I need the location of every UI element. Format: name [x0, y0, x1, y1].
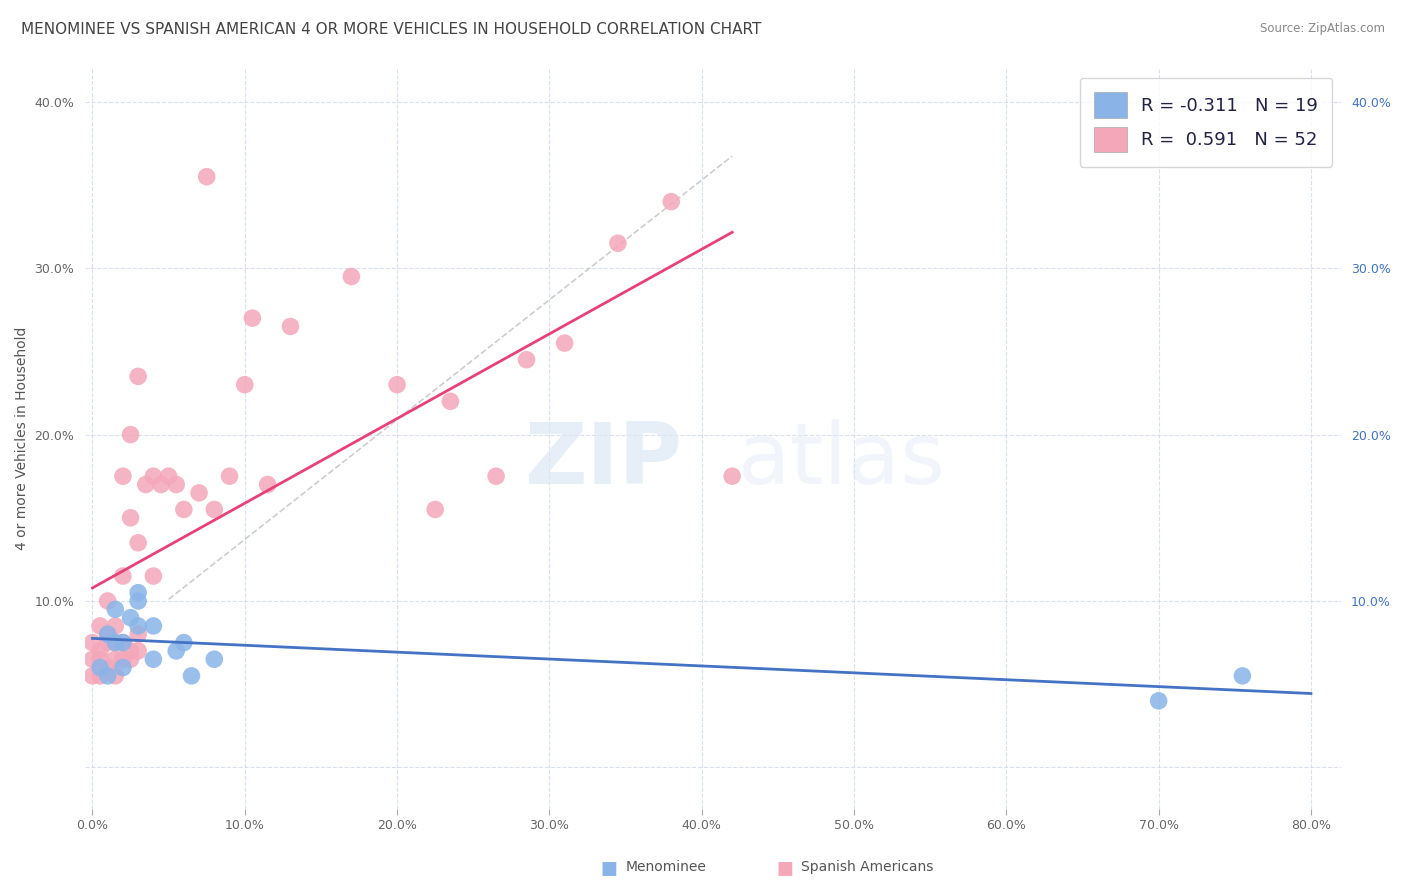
Point — [97, 669, 120, 683]
Y-axis label: 4 or more Vehicles in Household: 4 or more Vehicles in Household — [15, 327, 30, 550]
Text: ▪: ▪ — [600, 853, 619, 881]
Point — [127, 369, 149, 384]
Point — [721, 469, 744, 483]
Text: Spanish Americans: Spanish Americans — [801, 860, 934, 874]
Point — [554, 336, 576, 351]
Text: Source: ZipAtlas.com: Source: ZipAtlas.com — [1260, 22, 1385, 36]
Text: MENOMINEE VS SPANISH AMERICAN 4 OR MORE VEHICLES IN HOUSEHOLD CORRELATION CHART: MENOMINEE VS SPANISH AMERICAN 4 OR MORE … — [21, 22, 762, 37]
Point — [142, 619, 165, 633]
Point — [202, 502, 225, 516]
Point — [180, 669, 202, 683]
Point — [173, 635, 195, 649]
Point — [515, 352, 537, 367]
Point — [111, 635, 134, 649]
Point — [157, 469, 180, 483]
Point — [173, 502, 195, 516]
Point — [127, 585, 149, 599]
Text: ZIP: ZIP — [524, 419, 682, 502]
Point — [127, 644, 149, 658]
Point — [97, 627, 120, 641]
Point — [104, 652, 127, 666]
Legend: R = -0.311   N = 19, R =  0.591   N = 52: R = -0.311 N = 19, R = 0.591 N = 52 — [1080, 78, 1333, 167]
Point — [127, 627, 149, 641]
Point — [89, 669, 111, 683]
Point — [127, 594, 149, 608]
Point — [120, 510, 142, 524]
Point — [142, 569, 165, 583]
Point — [385, 377, 408, 392]
Point — [97, 594, 120, 608]
Point — [425, 502, 447, 516]
Point — [188, 486, 211, 500]
Point — [127, 619, 149, 633]
Point — [89, 652, 111, 666]
Point — [120, 652, 142, 666]
Point — [1232, 669, 1254, 683]
Point — [89, 619, 111, 633]
Point — [165, 477, 187, 491]
Point — [127, 535, 149, 549]
Text: Menominee: Menominee — [626, 860, 707, 874]
Point — [104, 619, 127, 633]
Point — [104, 635, 127, 649]
Point — [485, 469, 508, 483]
Point — [242, 311, 264, 326]
Point — [111, 635, 134, 649]
Point — [218, 469, 240, 483]
Point — [120, 427, 142, 442]
Point — [104, 669, 127, 683]
Text: ▪: ▪ — [776, 853, 794, 881]
Point — [340, 269, 363, 284]
Point — [97, 627, 120, 641]
Point — [111, 652, 134, 666]
Point — [111, 469, 134, 483]
Point — [111, 660, 134, 674]
Point — [97, 660, 120, 674]
Point — [606, 236, 628, 251]
Point — [659, 194, 682, 209]
Point — [256, 477, 278, 491]
Point — [165, 644, 187, 658]
Point — [82, 652, 104, 666]
Point — [111, 569, 134, 583]
Point — [280, 319, 302, 334]
Point — [202, 652, 225, 666]
Point — [135, 477, 157, 491]
Point — [120, 610, 142, 624]
Point — [233, 377, 256, 392]
Point — [142, 652, 165, 666]
Point — [1147, 694, 1170, 708]
Point — [97, 635, 120, 649]
Point — [104, 635, 127, 649]
Point — [439, 394, 461, 409]
Point — [89, 660, 111, 674]
Point — [120, 644, 142, 658]
Point — [104, 602, 127, 616]
Point — [195, 169, 218, 184]
Point — [82, 669, 104, 683]
Text: atlas: atlas — [738, 419, 946, 502]
Point — [89, 644, 111, 658]
Point — [82, 635, 104, 649]
Point — [150, 477, 173, 491]
Point — [142, 469, 165, 483]
